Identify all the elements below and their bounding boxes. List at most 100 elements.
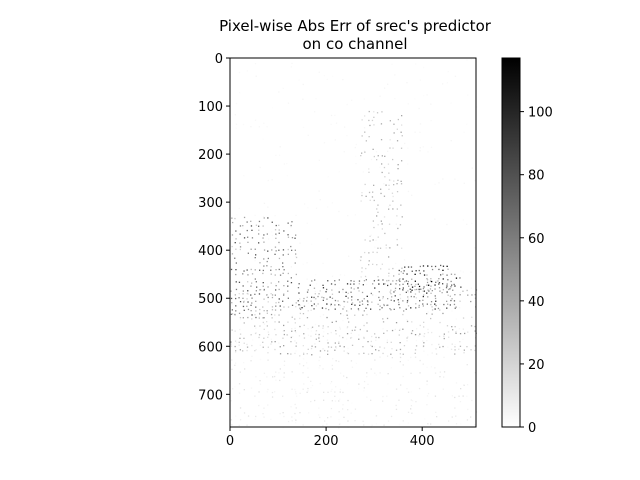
heat-cell — [403, 270, 405, 272]
heat-cell — [263, 337, 265, 339]
heat-cell — [446, 274, 448, 276]
heat-cell — [397, 118, 399, 121]
heat-cell — [470, 58, 472, 61]
heat-cell — [368, 252, 370, 254]
heat-cell — [271, 234, 273, 237]
heat-cell — [250, 225, 253, 227]
heat-cell — [407, 391, 410, 393]
heat-cell — [262, 269, 264, 272]
heat-cell — [235, 262, 237, 264]
heat-cell — [379, 166, 381, 169]
heat-cell — [426, 340, 428, 342]
heat-cell — [390, 299, 392, 301]
heat-cell — [395, 283, 397, 285]
heat-cell — [399, 348, 402, 351]
heat-cell — [278, 243, 280, 245]
heat-cell — [313, 296, 315, 299]
heat-cell — [369, 199, 371, 201]
heat-cell — [342, 79, 344, 81]
heat-cell — [389, 120, 391, 122]
heat-cell — [474, 325, 476, 328]
heat-cell — [389, 291, 391, 293]
heat-cell — [363, 280, 366, 282]
heat-cell — [342, 336, 344, 339]
heat-cell — [338, 411, 340, 413]
heat-cell — [258, 334, 261, 336]
heat-cell — [262, 285, 264, 287]
heat-cell — [400, 180, 402, 182]
heat-cell — [282, 412, 284, 414]
heat-cell — [392, 280, 394, 282]
heat-cell — [280, 309, 282, 311]
heat-cell — [259, 262, 261, 264]
heat-cell — [374, 372, 376, 374]
heat-cell — [307, 310, 309, 312]
heat-cell — [372, 283, 374, 285]
heat-cell — [450, 102, 452, 104]
heat-cell — [242, 234, 244, 236]
heat-cell — [382, 296, 384, 298]
heat-cell — [442, 312, 444, 315]
heat-cell — [397, 168, 399, 170]
heat-cell — [255, 376, 257, 378]
heat-cell — [466, 419, 469, 421]
heat-cell — [474, 294, 476, 296]
heat-cell — [455, 423, 458, 425]
heat-cell — [439, 290, 441, 292]
heat-cell — [295, 256, 298, 259]
heat-cell — [426, 380, 428, 382]
heat-cell — [380, 192, 382, 195]
heat-cell — [330, 346, 333, 348]
heat-cell — [392, 208, 394, 210]
heat-cell — [423, 326, 425, 328]
heat-cell — [400, 204, 402, 206]
heat-cell — [335, 333, 337, 335]
heat-cell — [375, 295, 377, 297]
heat-cell — [251, 355, 253, 357]
heat-cell — [294, 418, 296, 420]
heat-cell — [361, 152, 363, 154]
heat-cell — [350, 287, 352, 289]
heat-cell — [322, 287, 325, 289]
heat-cell — [410, 332, 413, 335]
heat-cell — [259, 358, 262, 361]
heat-cell — [278, 301, 280, 304]
heat-cell — [451, 343, 453, 345]
heat-cell — [407, 298, 409, 300]
heat-cell — [454, 396, 456, 399]
heat-cell — [382, 279, 384, 281]
heat-cell — [251, 314, 253, 316]
heat-cell — [266, 310, 268, 312]
heat-cell — [301, 307, 303, 309]
heat-cell — [319, 290, 321, 292]
heat-cell — [459, 341, 461, 343]
heat-cell — [335, 346, 337, 348]
heat-cell — [351, 366, 354, 368]
heat-cell — [403, 274, 405, 276]
heat-cell — [311, 326, 314, 328]
heat-cell — [446, 283, 448, 285]
heat-cell — [426, 303, 428, 305]
heat-cell — [375, 339, 377, 341]
heat-cell — [454, 178, 456, 180]
heat-cell — [379, 346, 381, 348]
heat-cell — [387, 298, 389, 300]
heat-cell — [310, 386, 312, 389]
heat-cell — [302, 300, 305, 302]
heat-cell — [362, 171, 365, 173]
heat-cell — [396, 244, 399, 246]
heat-cell — [438, 278, 440, 280]
heat-cell — [430, 292, 432, 294]
heat-cell — [393, 132, 395, 134]
heat-cell — [270, 282, 272, 284]
heat-cell — [326, 423, 328, 425]
heat-cell — [364, 131, 366, 133]
heat-cell — [392, 195, 394, 198]
heat-cell — [372, 239, 374, 241]
heat-cell — [394, 295, 396, 297]
heat-cell — [299, 304, 301, 306]
heat-cell — [255, 254, 257, 256]
heat-cell — [239, 92, 241, 94]
heat-cell — [318, 293, 320, 295]
heat-cell — [380, 139, 383, 141]
